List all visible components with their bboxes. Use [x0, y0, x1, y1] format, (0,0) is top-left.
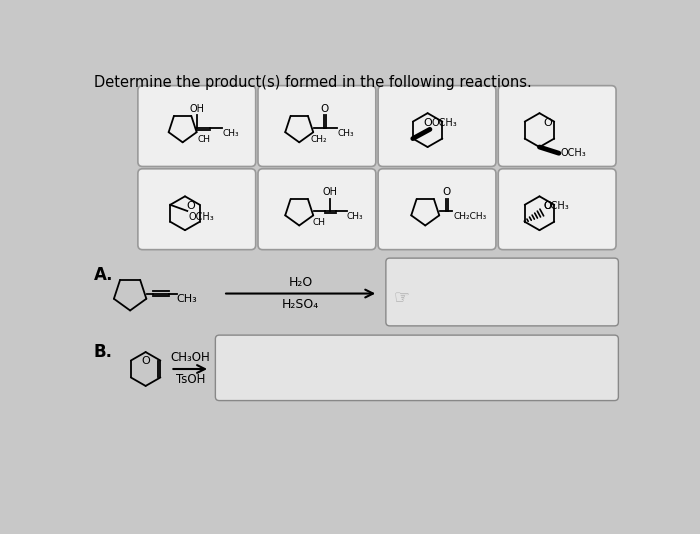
Text: O: O	[543, 118, 552, 128]
Text: OCH₃: OCH₃	[543, 201, 569, 211]
FancyBboxPatch shape	[138, 85, 256, 167]
FancyBboxPatch shape	[498, 85, 616, 167]
Text: OCH₃: OCH₃	[561, 148, 586, 158]
FancyBboxPatch shape	[216, 335, 618, 400]
FancyBboxPatch shape	[258, 85, 376, 167]
Text: OH: OH	[323, 187, 337, 197]
Text: CH₃OH: CH₃OH	[170, 351, 210, 364]
FancyBboxPatch shape	[386, 258, 618, 326]
FancyBboxPatch shape	[378, 169, 496, 250]
Text: CH: CH	[197, 136, 210, 144]
Text: O: O	[186, 201, 195, 211]
FancyBboxPatch shape	[258, 169, 376, 250]
Text: H₂O: H₂O	[288, 276, 313, 289]
Text: B.: B.	[94, 343, 113, 361]
FancyBboxPatch shape	[378, 85, 496, 167]
Text: CH₃: CH₃	[222, 129, 239, 138]
Text: OCH₃: OCH₃	[189, 213, 215, 223]
Text: Determine the product(s) formed in the following reactions.: Determine the product(s) formed in the f…	[94, 75, 531, 90]
Text: CH₃: CH₃	[176, 294, 197, 304]
Text: O: O	[321, 104, 329, 114]
Text: ☞: ☞	[393, 288, 410, 307]
Text: O: O	[443, 187, 451, 197]
Text: O: O	[141, 356, 150, 366]
Text: OH: OH	[190, 104, 205, 114]
FancyBboxPatch shape	[138, 169, 256, 250]
Text: TsOH: TsOH	[176, 373, 205, 386]
Text: CH₂CH₃: CH₂CH₃	[454, 213, 487, 222]
Text: CH₃: CH₃	[346, 213, 363, 222]
FancyBboxPatch shape	[498, 169, 616, 250]
Text: CH: CH	[313, 218, 326, 227]
Text: OCH₃: OCH₃	[431, 118, 457, 128]
Text: O: O	[424, 118, 432, 128]
Text: H₂SO₄: H₂SO₄	[282, 298, 319, 311]
Text: CH₃: CH₃	[337, 129, 354, 138]
Text: O: O	[543, 201, 552, 211]
Text: A.: A.	[94, 266, 113, 284]
Text: CH₂: CH₂	[311, 135, 328, 144]
